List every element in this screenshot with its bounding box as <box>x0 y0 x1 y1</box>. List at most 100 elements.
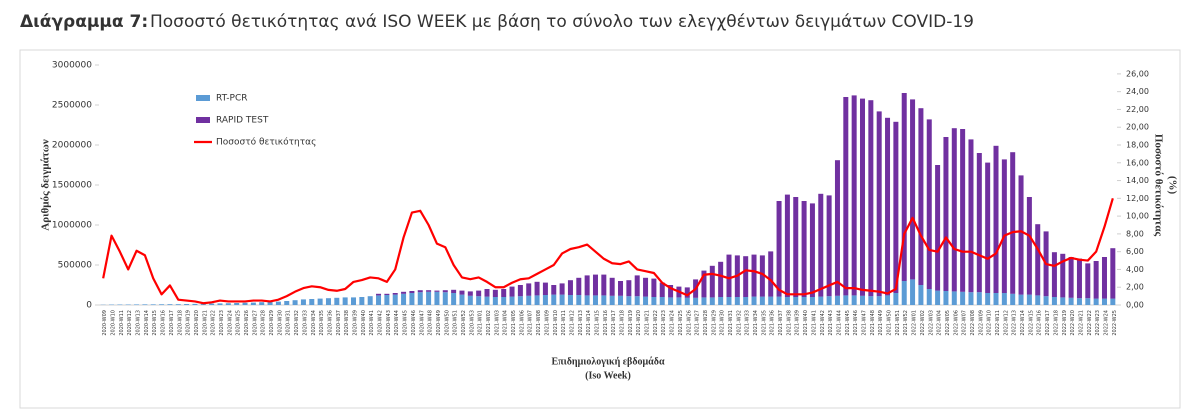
x-tick-label: 2022-W05 <box>945 310 951 336</box>
bar <box>350 297 357 305</box>
bar <box>517 296 523 305</box>
bar <box>551 294 557 305</box>
bar <box>234 303 240 305</box>
bar <box>634 296 640 305</box>
x-tick-label: 2020-W39 <box>353 310 359 336</box>
x-tick-label: 2021-W19 <box>628 310 634 336</box>
x-tick-label: 2020-W13 <box>136 310 142 336</box>
x-tick-label: 2022-W23 <box>1095 310 1101 336</box>
x-tick-label: 2021-W25 <box>678 310 684 336</box>
bar <box>1018 294 1024 305</box>
bar <box>384 293 390 295</box>
y2-tick-label: 24,00 <box>1126 87 1149 96</box>
bar <box>526 283 532 296</box>
bar <box>985 293 991 305</box>
bar <box>901 93 907 281</box>
bar <box>609 277 615 296</box>
bar <box>509 286 515 297</box>
bar <box>1085 298 1091 305</box>
y2-tick-label: 26,00 <box>1126 69 1149 78</box>
x-tick-label: 2021-W29 <box>711 310 717 336</box>
y2-tick-label: 10,00 <box>1126 212 1149 221</box>
bar <box>476 290 482 297</box>
bar <box>509 296 515 305</box>
bar <box>150 304 156 305</box>
bar <box>993 145 999 293</box>
x-tick-label: 2022-W09 <box>978 310 984 336</box>
x-tick-label: 2021-W04 <box>503 310 509 336</box>
y2-tick-label: 18,00 <box>1126 141 1149 150</box>
bar <box>643 277 649 297</box>
x-tick-label: 2022-W16 <box>1037 310 1043 336</box>
x-tick-label: 2021-W40 <box>803 310 809 336</box>
legend-swatch <box>196 117 210 123</box>
bar <box>1076 258 1082 299</box>
y-tick-label: 3000000 <box>52 61 92 71</box>
x-tick-label: 2020-W42 <box>378 310 384 336</box>
bar <box>1068 257 1074 298</box>
x-tick-label: 2020-W47 <box>419 310 425 336</box>
bar <box>859 98 866 296</box>
bar <box>1060 253 1066 298</box>
bar <box>184 304 190 305</box>
x-tick-label: 2021-W49 <box>878 310 884 336</box>
bar <box>718 261 724 297</box>
x-tick-label: 2021-W09 <box>544 310 550 336</box>
x-tick-label: 2022-W12 <box>1003 310 1009 336</box>
x-tick-label: 2020-W11 <box>119 310 125 336</box>
bar <box>392 293 398 295</box>
bar <box>876 111 882 297</box>
x-tick-label: 2020-W40 <box>361 310 367 336</box>
x-tick-label: 2021-W43 <box>828 310 834 336</box>
x-tick-label: 2021-W02 <box>486 310 492 336</box>
bar <box>868 100 874 297</box>
bar <box>801 297 807 305</box>
bar <box>492 289 498 297</box>
x-tick-label: 2020-W52 <box>461 310 467 336</box>
bar <box>943 137 949 291</box>
bar <box>918 108 924 285</box>
chart-frame <box>19 49 1181 409</box>
x-axis-label: Επιδημιολογική εβδομάδα <box>551 355 664 367</box>
x-tick-label: 2021-W37 <box>778 310 784 336</box>
x-tick-label: 2022-W25 <box>1112 310 1118 336</box>
y-tick-label: 1000000 <box>52 221 92 231</box>
bar <box>467 295 473 305</box>
bar <box>426 291 432 305</box>
bar <box>267 301 273 305</box>
bar <box>1035 224 1041 296</box>
x-tick-label: 2020-W15 <box>152 310 158 336</box>
y2-tick-label: 20,00 <box>1126 123 1149 132</box>
legend-swatch <box>196 95 210 101</box>
bar <box>643 296 649 305</box>
y2-axis-label: Ποσοστό θετικότητας <box>1152 134 1164 237</box>
x-tick-label: 2020-W26 <box>244 310 250 336</box>
bar <box>968 139 974 293</box>
x-tick-label: 2021-W23 <box>661 310 667 336</box>
bar <box>1076 298 1082 305</box>
x-tick-label: 2020-W53 <box>469 310 475 336</box>
bar <box>192 303 198 305</box>
bar <box>759 296 765 305</box>
bar <box>159 304 165 305</box>
bar <box>175 304 181 305</box>
x-tick-label: 2021-W47 <box>862 310 868 336</box>
x-tick-label: 2020-W19 <box>186 310 192 336</box>
bar <box>1051 252 1057 297</box>
x-tick-label: 2021-W18 <box>620 310 626 336</box>
bar <box>1068 297 1074 305</box>
bar <box>259 302 265 305</box>
bar <box>559 283 565 295</box>
bar <box>1001 159 1007 293</box>
legend-label: RT-PCR <box>216 94 247 104</box>
bar <box>1051 297 1057 305</box>
bar <box>376 293 382 296</box>
chart-title-label: Διάγραμμα 7: <box>20 12 148 32</box>
x-tick-label: 2021-W41 <box>811 310 817 336</box>
bar <box>793 197 799 297</box>
x-tick-label: 2022-W24 <box>1103 310 1109 336</box>
x-tick-label: 2022-W20 <box>1070 310 1076 336</box>
x-tick-label: 2021-W48 <box>870 310 876 336</box>
bar <box>1060 297 1066 305</box>
x-tick-label: 2020-W36 <box>327 310 333 336</box>
